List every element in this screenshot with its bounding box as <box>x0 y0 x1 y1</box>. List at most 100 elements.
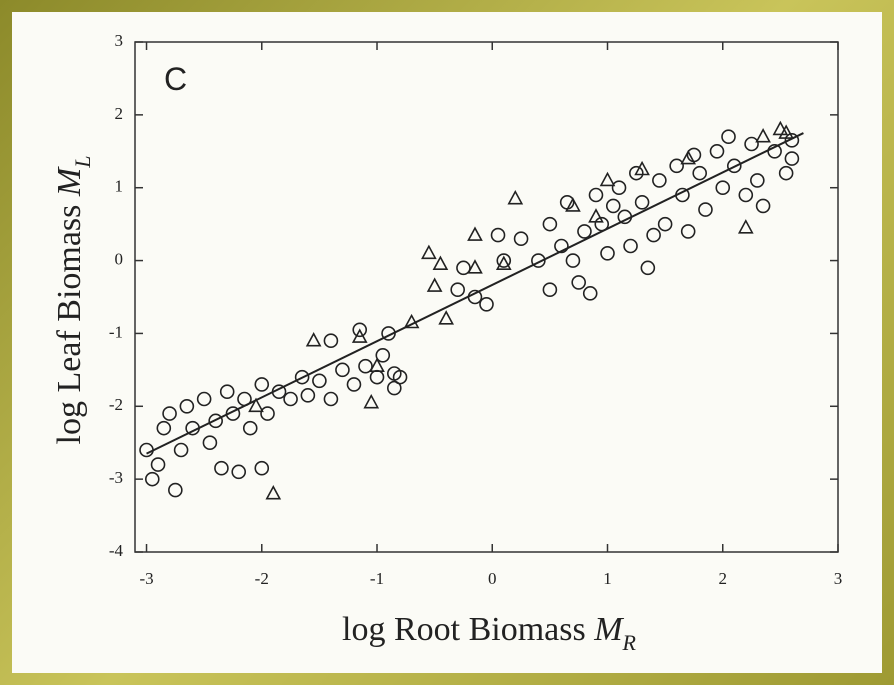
triangle-point <box>467 259 483 274</box>
circle-point <box>335 362 350 378</box>
circle-point <box>698 202 713 217</box>
circle-point <box>531 253 546 268</box>
circle-point <box>767 143 782 159</box>
circle-point <box>577 224 592 239</box>
circle-point <box>381 326 396 341</box>
y-tick-label: 2 <box>115 104 124 123</box>
triangle-point <box>351 328 368 343</box>
circle-point <box>617 209 633 225</box>
circle-point <box>156 420 172 436</box>
y-tick-label: 3 <box>115 31 124 50</box>
circle-point <box>490 227 506 243</box>
x-tick-label: -1 <box>370 569 384 588</box>
circle-point <box>225 406 241 421</box>
circle-point <box>173 442 189 458</box>
y-label-symbol: M <box>51 166 88 197</box>
circle-point <box>652 173 667 188</box>
triangle-point <box>772 120 789 136</box>
circle-point <box>358 358 373 374</box>
circle-point <box>600 245 615 261</box>
circle-point <box>260 406 275 421</box>
circle-point <box>669 158 684 174</box>
plot-frame <box>134 41 839 553</box>
panel-label: C <box>164 61 187 97</box>
circle-point <box>369 369 385 385</box>
circle-point <box>692 165 708 181</box>
x-tick-label: 0 <box>488 569 497 588</box>
circle-point <box>721 129 736 145</box>
y-tick-label: 0 <box>115 249 124 268</box>
circle-point <box>271 384 287 400</box>
circle-point <box>300 388 316 403</box>
circle-point <box>150 457 166 472</box>
circle-point <box>242 420 258 436</box>
x-label-symbol: M <box>593 611 624 648</box>
circle-point <box>715 180 731 196</box>
circle-point <box>640 260 656 276</box>
circle-point <box>629 165 644 181</box>
x-tick-label: 2 <box>719 569 728 588</box>
triangle-point <box>634 160 650 176</box>
triangle-point <box>737 219 754 234</box>
triangle-point <box>369 357 385 373</box>
triangle-point <box>265 485 282 500</box>
circle-point <box>744 136 759 152</box>
circle-point <box>738 187 754 203</box>
triangle-point <box>403 313 420 329</box>
triangle-point <box>507 189 524 205</box>
x-tick-label: -3 <box>139 569 153 588</box>
circle-point <box>237 391 252 407</box>
x-axis-label: log Root Biomass MR <box>342 611 637 655</box>
y-tick-label: 1 <box>115 177 124 196</box>
circle-point <box>168 482 183 498</box>
circle-point <box>185 420 200 436</box>
circle-point <box>162 406 177 421</box>
y-label-text: log Leaf Biomass <box>51 205 88 445</box>
circle-point <box>675 187 690 203</box>
triangle-point <box>467 226 483 241</box>
circle-point <box>623 238 638 254</box>
circle-point <box>554 238 569 254</box>
circle-point <box>450 282 465 298</box>
x-label-text: log Root Biomass <box>342 611 586 648</box>
x-tick-label: 1 <box>603 569 612 588</box>
triangle-point <box>363 393 380 409</box>
circle-point <box>513 231 529 247</box>
circle-point <box>755 198 771 214</box>
circle-point <box>778 165 794 181</box>
circle-point <box>179 398 195 414</box>
circle-point <box>214 460 229 476</box>
triangle-point <box>432 255 449 271</box>
y-axis-label: log Leaf Biomass ML <box>51 156 95 445</box>
circle-point <box>346 377 362 392</box>
circle-point <box>139 442 154 458</box>
circle-point <box>254 377 270 392</box>
triangle-point <box>599 171 616 187</box>
circle-point <box>496 253 512 268</box>
x-label-subscript: R <box>622 630 637 655</box>
circle-point <box>323 333 339 349</box>
circle-point <box>323 391 339 407</box>
circle-point <box>594 216 610 232</box>
circle-point <box>657 216 673 232</box>
circle-point <box>784 151 800 166</box>
triangle-point <box>438 310 455 325</box>
circle-point <box>467 289 483 305</box>
y-label-subscript: L <box>70 156 95 169</box>
circle-point <box>582 286 598 301</box>
circle-point <box>750 173 765 188</box>
circle-point <box>646 227 661 243</box>
circle-point <box>352 322 368 338</box>
circle-point <box>196 391 212 407</box>
x-tick-label: 3 <box>834 569 843 588</box>
circle-point <box>456 260 471 276</box>
circle-point <box>479 296 494 312</box>
circle-point <box>634 194 650 210</box>
circle-point <box>605 198 621 214</box>
panel <box>12 12 882 673</box>
y-tick-label: -3 <box>109 468 123 487</box>
triangle-point <box>565 197 581 212</box>
circle-point <box>611 180 627 196</box>
triangle-point <box>305 332 322 347</box>
